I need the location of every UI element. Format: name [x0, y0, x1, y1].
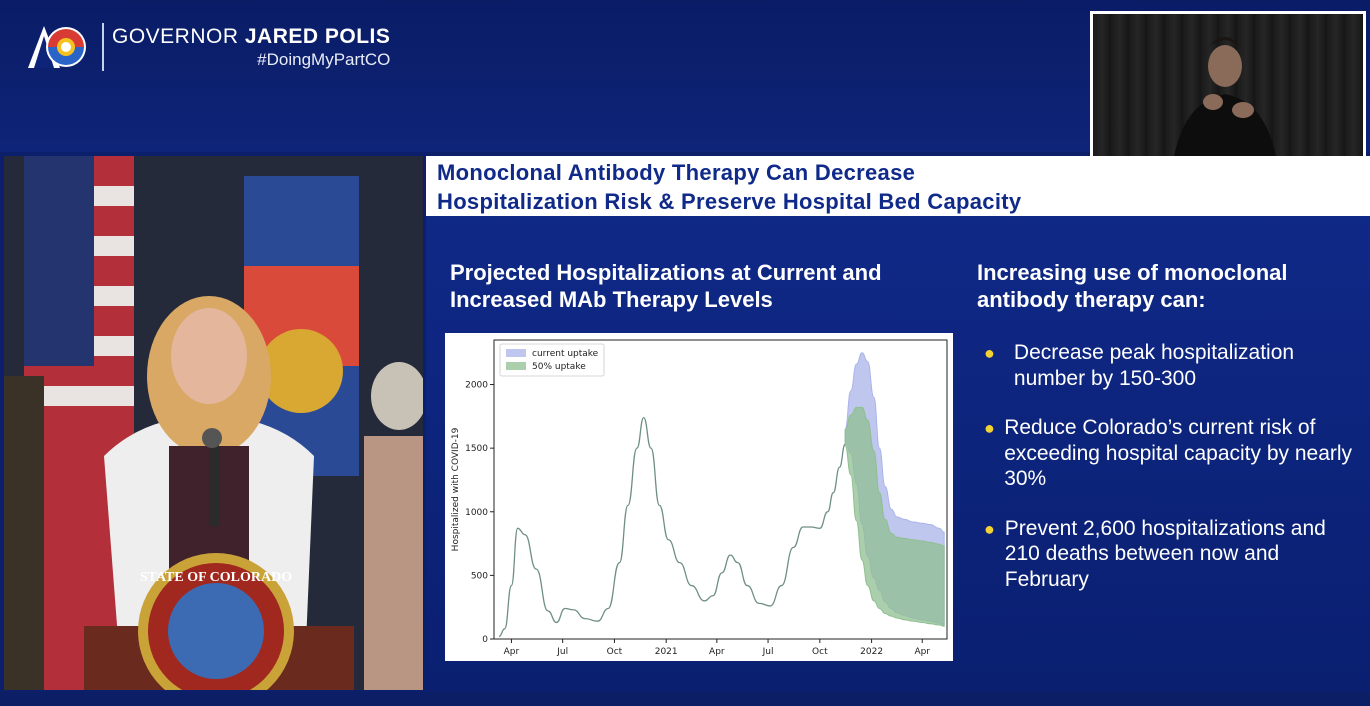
colorado-state-logo-icon — [28, 26, 86, 68]
slide-title-band: Monoclonal Antibody Therapy Can Decrease… — [426, 156, 1370, 216]
bullet-text: Reduce Colorado’s current risk of exceed… — [1004, 416, 1353, 490]
bullet-text: Prevent 2,600 hospitalizations and 210 d… — [1004, 516, 1326, 591]
x-tick-label: Oct — [607, 647, 623, 657]
x-tick-label: 2022 — [860, 647, 883, 657]
legend-swatch — [506, 349, 526, 357]
legend-label: 50% uptake — [532, 362, 586, 372]
speaker-video: STATE OF COLORADO — [4, 156, 423, 690]
hospitalization-chart: 0 500 1000 1500 2000 Apr Jul Oct 2021 Apr Jul Oct 20… — [445, 333, 953, 661]
bullet-dot: ● — [984, 518, 995, 539]
seal-text: STATE OF COLORADO — [140, 570, 292, 585]
legend-swatch — [506, 362, 526, 370]
bullet-text: Decrease peak hospitalization number by … — [1013, 341, 1295, 390]
x-tick-label: Apr — [914, 647, 930, 657]
x-tick-label: Jul — [762, 647, 774, 657]
y-tick-label: 500 — [471, 571, 488, 581]
logo-divider — [102, 23, 104, 71]
y-tick-label: 0 — [482, 635, 488, 645]
bullet-item: ● Reduce Colorado’s current risk of exce… — [984, 415, 1364, 492]
governor-branding: GOVERNOR JARED POLIS #DoingMyPartCO — [26, 22, 390, 72]
governor-title: GOVERNOR JARED POLIS — [112, 24, 391, 48]
legend-label: current uptake — [532, 349, 599, 359]
slide-title: Monoclonal Antibody Therapy Can Decrease… — [437, 158, 1021, 216]
y-tick-label: 1000 — [465, 508, 488, 518]
hashtag: #DoingMyPartCO — [257, 49, 391, 69]
right-heading: Increasing use of monoclonal antibody th… — [977, 260, 1288, 312]
slide-title-line2: Hospitalization Risk & Preserve Hospital… — [437, 189, 1022, 214]
y-tick-label: 2000 — [465, 381, 488, 391]
x-tick-label: Apr — [504, 647, 520, 657]
interpreter-figure — [1173, 37, 1277, 162]
y-tick-label: 1500 — [465, 444, 488, 454]
y-axis-label: Hospitalized with COVID-19 — [451, 427, 461, 551]
x-tick-label: 2021 — [655, 647, 678, 657]
press-conference-scene: STATE OF COLORADO — [4, 156, 423, 690]
bullet-dot: ● — [984, 418, 995, 438]
slide-title-line1: Monoclonal Antibody Therapy Can Decrease — [437, 160, 916, 185]
bottom-banner — [0, 692, 1370, 706]
bullet-item: ● Decrease peak hospitalization number b… — [984, 340, 1364, 391]
hospitalization-chart-svg: 0 500 1000 1500 2000 Apr Jul Oct 2021 Apr Jul Oct 20… — [451, 339, 948, 657]
bullet-item: ● Prevent 2,600 hospitalizations and 210… — [984, 516, 1364, 593]
presentation-slide: Monoclonal Antibody Therapy Can Decrease… — [426, 156, 1370, 692]
x-tick-label: Apr — [709, 647, 725, 657]
bullet-dot: ● — [984, 343, 995, 363]
band-50-percent-uptake — [844, 406, 945, 627]
x-tick-label: Jul — [556, 647, 568, 657]
history-line — [498, 416, 846, 638]
sign-language-interpreter-video — [1090, 11, 1366, 165]
x-tick-label: Oct — [812, 647, 828, 657]
benefit-bullets: ● Decrease peak hospitalization number b… — [984, 340, 1364, 616]
chart-heading: Projected Hospitalizations at Current an… — [450, 260, 882, 312]
